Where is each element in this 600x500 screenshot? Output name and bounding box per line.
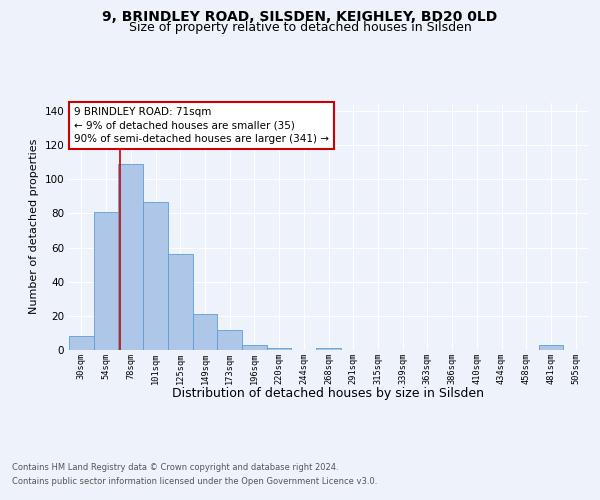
Text: Contains HM Land Registry data © Crown copyright and database right 2024.: Contains HM Land Registry data © Crown c… bbox=[12, 464, 338, 472]
Bar bbox=[168, 254, 193, 350]
Bar bbox=[267, 348, 292, 350]
Bar bbox=[217, 330, 242, 350]
Text: Contains public sector information licensed under the Open Government Licence v3: Contains public sector information licen… bbox=[12, 477, 377, 486]
Bar bbox=[69, 336, 94, 350]
Bar bbox=[193, 314, 217, 350]
Bar bbox=[539, 345, 563, 350]
Text: 9, BRINDLEY ROAD, SILSDEN, KEIGHLEY, BD20 0LD: 9, BRINDLEY ROAD, SILSDEN, KEIGHLEY, BD2… bbox=[103, 10, 497, 24]
Text: 9 BRINDLEY ROAD: 71sqm
← 9% of detached houses are smaller (35)
90% of semi-deta: 9 BRINDLEY ROAD: 71sqm ← 9% of detached … bbox=[74, 108, 329, 144]
Bar bbox=[118, 164, 143, 350]
Bar bbox=[143, 202, 168, 350]
Bar bbox=[242, 345, 267, 350]
X-axis label: Distribution of detached houses by size in Silsden: Distribution of detached houses by size … bbox=[173, 387, 485, 400]
Y-axis label: Number of detached properties: Number of detached properties bbox=[29, 138, 39, 314]
Bar bbox=[94, 212, 118, 350]
Text: Size of property relative to detached houses in Silsden: Size of property relative to detached ho… bbox=[128, 21, 472, 34]
Bar bbox=[316, 348, 341, 350]
